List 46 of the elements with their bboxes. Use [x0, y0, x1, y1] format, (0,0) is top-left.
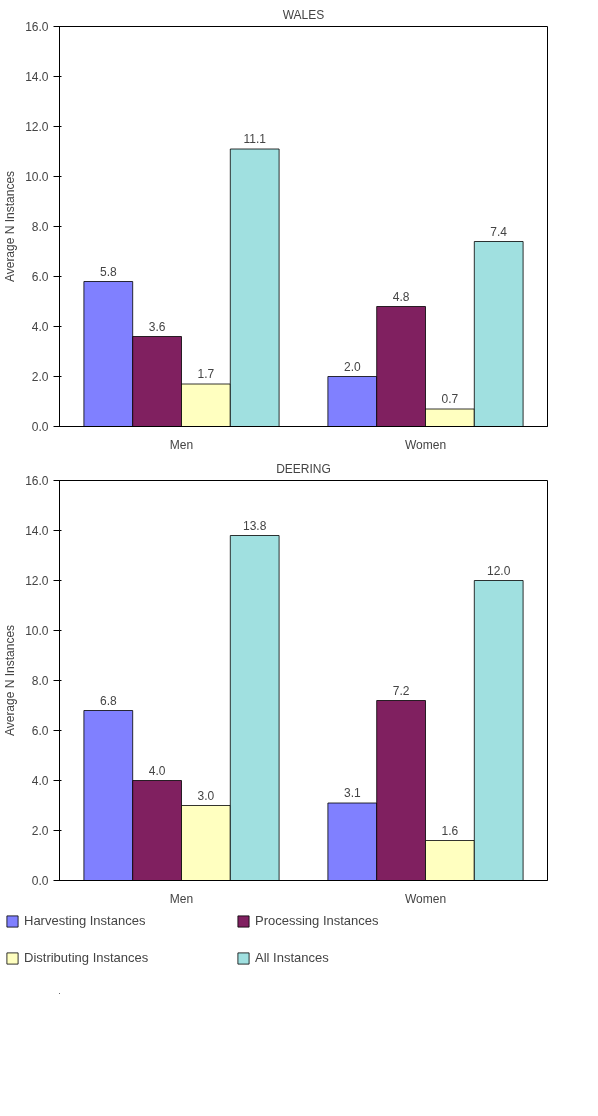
y-tick-label: 14.0: [25, 70, 49, 84]
legend-label: All Instances: [255, 950, 330, 965]
y-tick-label: 14.0: [25, 524, 49, 538]
x-tick-label: Women: [404, 437, 447, 452]
y-tick-label: 6.0: [31, 270, 49, 284]
chart-title: DEERING: [276, 461, 331, 476]
y-tick-label: 6.0: [31, 724, 49, 738]
data-label: 0.7: [441, 392, 459, 406]
y-tick-label: 12.0: [25, 574, 49, 588]
legend-label: Harvesting Instances: [24, 913, 147, 928]
y-tick-label: 10.0: [25, 624, 49, 638]
data-label: 3.6: [148, 319, 166, 334]
legend-label: Processing Instances: [255, 913, 380, 928]
y-tick-label: 12.0: [25, 120, 49, 134]
x-tick-label: Men: [169, 437, 194, 452]
x-tick-label: Women: [404, 891, 447, 906]
y-tick-label: 4.0: [31, 774, 49, 788]
data-label: 11.1: [243, 132, 267, 146]
y-tick-label: 8.0: [31, 220, 49, 234]
legend-label: Distributing Instances: [24, 950, 150, 965]
data-label: 4.8: [392, 289, 410, 304]
chart-title: WALES: [282, 7, 325, 22]
y-tick-label: 16.0: [25, 20, 49, 34]
y-tick-label: 2.0: [31, 370, 49, 384]
data-label: 1.6: [441, 823, 459, 838]
x-tick-label: Men: [169, 891, 194, 906]
data-label: 7.4: [490, 224, 508, 239]
data-label: 2.0: [343, 359, 361, 374]
data-label: 5.8: [99, 264, 117, 279]
data-label: 3.1: [343, 786, 361, 800]
data-label: 4.0: [148, 763, 166, 778]
data-label: 1.7: [197, 367, 215, 381]
y-tick-label: 10.0: [25, 170, 49, 184]
data-label: 7.2: [392, 683, 410, 698]
y-axis-title: Average N Instances: [3, 624, 18, 737]
data-label: 3.0: [197, 788, 215, 803]
data-label: 13.8: [243, 518, 267, 533]
y-axis-title: Average N Instances: [3, 170, 18, 283]
y-tick-label: 0.0: [31, 420, 49, 434]
y-tick-label: 0.0: [31, 874, 49, 888]
y-tick-label: 16.0: [25, 474, 49, 488]
y-tick-label: 8.0: [31, 674, 49, 688]
data-label: 6.8: [99, 693, 117, 708]
y-tick-label: 4.0: [31, 320, 49, 334]
y-tick-label: 2.0: [31, 824, 49, 838]
data-label: 12.0: [487, 563, 511, 578]
